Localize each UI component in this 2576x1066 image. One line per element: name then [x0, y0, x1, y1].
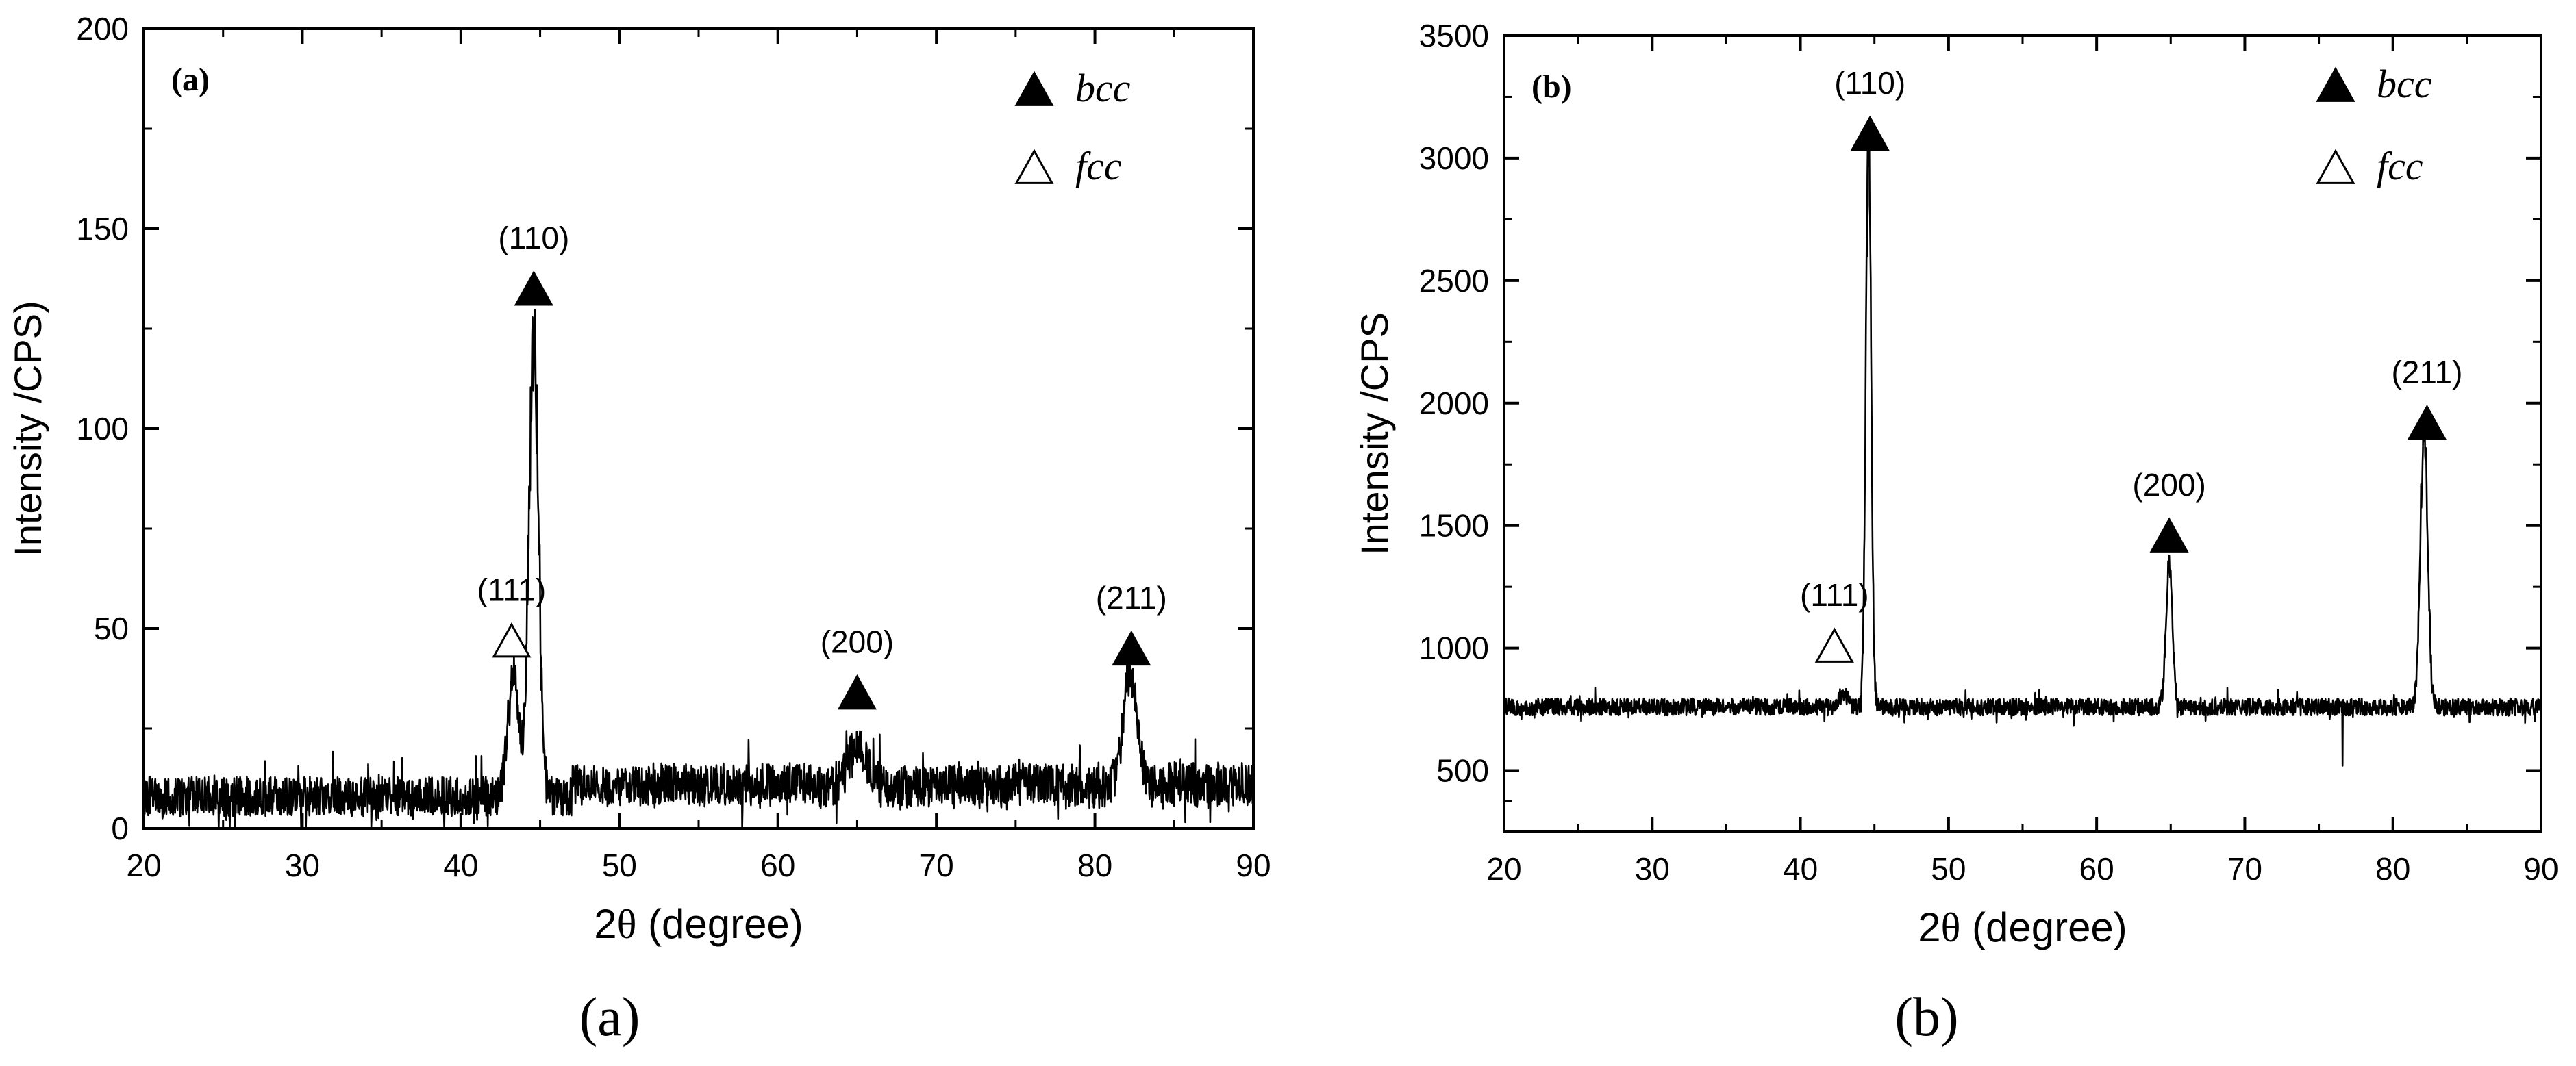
- peak-annotations-b: (110) (111) (200) (211): [1800, 65, 2462, 663]
- x-tick-label: 90: [2523, 851, 2558, 887]
- bcc-peak-marker: [514, 270, 553, 306]
- y-tick-label: 2000: [1419, 385, 1489, 421]
- legend-a: bcc fcc: [1014, 66, 1131, 188]
- x-tick-label: 40: [443, 848, 478, 883]
- x-tick-label: 50: [602, 848, 637, 883]
- legend-bcc-label-b: bcc: [2377, 62, 2432, 106]
- y-axis-label-a: Intensity /CPS): [6, 301, 49, 556]
- panel-a: 20 30 40 50 60 70 80 90 0 50 100 150 200 (110) (111)…: [6, 11, 1271, 1048]
- x-tick-label: 20: [126, 848, 161, 883]
- y-tick-label: 0: [111, 811, 129, 846]
- x-axis-label-b: 2θ (degree): [1918, 904, 2127, 950]
- caption-a: (a): [579, 987, 640, 1048]
- peak-label: (110): [1834, 65, 1905, 101]
- y-axis-b: 500 1000 1500 2000 2500 3000 3500: [1419, 18, 2541, 802]
- bcc-peak-marker: [837, 674, 877, 710]
- legend-fcc-marker-a: [1014, 149, 1054, 184]
- x-axis-label-suffix-b: (degree): [1960, 904, 2127, 950]
- x-tick-label: 80: [2375, 851, 2410, 887]
- legend-bcc-label-a: bcc: [1075, 66, 1131, 110]
- xrd-trace-a: [142, 309, 1255, 830]
- y-axis-label-b: Intensity /CPS: [1353, 312, 1396, 555]
- legend-b: bcc fcc: [2316, 62, 2432, 188]
- bcc-peak-marker: [1112, 630, 1151, 666]
- fcc-peak-marker: [1814, 627, 1854, 663]
- x-tick-label: 30: [1635, 851, 1670, 887]
- x-tick-label: 40: [1783, 851, 1818, 887]
- legend-fcc-label-b: fcc: [2377, 144, 2423, 188]
- x-axis-label-prefix-a: 2: [594, 901, 616, 947]
- x-tick-label: 30: [285, 848, 320, 883]
- bcc-peak-marker: [2149, 517, 2189, 553]
- x-axis-label-suffix-a: (degree): [636, 901, 803, 947]
- x-axis-label-prefix-b: 2: [1918, 904, 1940, 950]
- y-tick-label: 500: [1436, 753, 1489, 789]
- panel-b: 20 30 40 50 60 70 80 90 500 1000 1500 2000 2500 3000…: [1353, 18, 2559, 1048]
- y-tick-label: 3500: [1419, 18, 1489, 53]
- peak-annotations-a: (110) (111) (200) (211): [477, 220, 1167, 710]
- x-tick-label: 20: [1486, 851, 1521, 887]
- panel-label-b: (b): [1531, 68, 1572, 105]
- y-tick-label: 1000: [1419, 631, 1489, 666]
- peak-label: (200): [821, 624, 894, 659]
- panel-label-a: (a): [171, 62, 210, 98]
- x-tick-label: 50: [1931, 851, 1966, 887]
- legend-fcc-marker-b: [2316, 149, 2355, 184]
- y-tick-label: 150: [76, 211, 129, 246]
- legend-fcc-label-a: fcc: [1075, 144, 1122, 188]
- x-tick-label: 70: [919, 848, 954, 883]
- x-tick-label: 70: [2227, 851, 2262, 887]
- y-tick-label: 50: [94, 611, 129, 646]
- caption-b: (b): [1895, 987, 1958, 1048]
- y-tick-label: 200: [76, 11, 129, 47]
- x-axis-label-theta-b: θ: [1941, 905, 1961, 950]
- x-axis-b: 20 30 40 50 60 70 80 90: [1486, 36, 2559, 887]
- y-tick-label: 1500: [1419, 508, 1489, 544]
- x-axis-label-theta-a: θ: [617, 902, 637, 947]
- peak-label: (211): [1096, 580, 1167, 616]
- fcc-peak-marker: [492, 622, 532, 658]
- legend-bcc-marker-a: [1014, 71, 1054, 106]
- peak-label: (111): [1800, 577, 1869, 613]
- x-tick-label: 60: [2079, 851, 2114, 887]
- y-axis-a: 0 50 100 150 200: [76, 11, 1253, 846]
- peak-label: (110): [498, 220, 569, 256]
- x-tick-label: 60: [760, 848, 795, 883]
- bcc-peak-marker: [2407, 404, 2447, 440]
- x-axis-a: 20 30 40 50 60 70 80 90: [126, 29, 1271, 883]
- peak-label: (200): [2132, 467, 2205, 503]
- x-tick-label: 90: [1236, 848, 1271, 883]
- x-axis-label-a: 2θ (degree): [594, 901, 803, 947]
- y-tick-label: 100: [76, 411, 129, 446]
- bcc-peak-marker: [1850, 115, 1890, 151]
- legend-bcc-marker-b: [2316, 66, 2355, 102]
- peak-label: (211): [2391, 354, 2462, 390]
- xrd-trace-b: [1503, 126, 2542, 767]
- peak-label: (111): [477, 572, 547, 608]
- y-tick-label: 2500: [1419, 263, 1489, 299]
- x-tick-label: 80: [1077, 848, 1112, 883]
- y-tick-label: 3000: [1419, 140, 1489, 176]
